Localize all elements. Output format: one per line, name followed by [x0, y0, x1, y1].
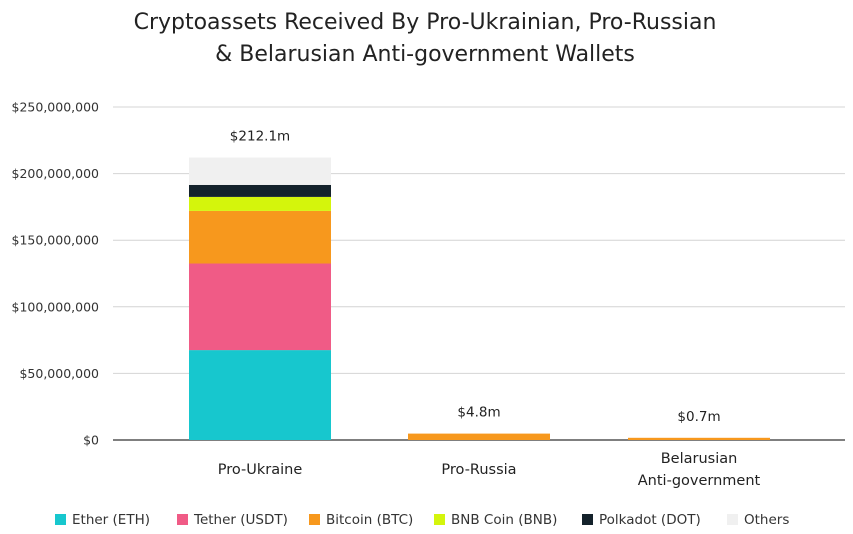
bar-segment — [189, 184, 331, 197]
y-axis-tick-labels: $0 $50,000,000 $100,000,000 $150,000,000 $20… — [12, 100, 100, 448]
x-category-label: Belarusian — [661, 451, 738, 467]
bar-segment — [628, 437, 770, 440]
legend-swatch — [309, 514, 320, 525]
chart-title: Cryptoassets Received By Pro-Ukrainian, … — [134, 10, 717, 67]
bar-total-label: $4.8m — [457, 405, 500, 421]
bar-segment — [189, 157, 331, 185]
legend: Ether (ETH) Tether (USDT) Bitcoin (BTC) BNB… — [55, 512, 789, 528]
chart-title-line-2: & Belarusian Anti-government Wallets — [215, 42, 635, 67]
bar-total-labels: $212.1m $4.8m $0.7m — [230, 128, 721, 424]
x-category-label: Pro-Russia — [441, 462, 516, 478]
y-tick-label: $50,000,000 — [19, 366, 99, 381]
legend-label: Others — [744, 512, 789, 528]
y-tick-label: $0 — [83, 433, 99, 448]
x-category-label: Anti-government — [638, 473, 761, 489]
bar-segment — [189, 350, 331, 440]
legend-label: Polkadot (DOT) — [599, 512, 701, 528]
x-category-label: Pro-Ukraine — [218, 462, 303, 478]
x-axis-category-labels: Pro-Ukraine Pro-Russia Belarusian Anti-gove… — [218, 451, 761, 489]
legend-label: BNB Coin (BNB) — [451, 512, 557, 528]
legend-swatch — [727, 514, 738, 525]
legend-swatch — [55, 514, 66, 525]
y-tick-label: $100,000,000 — [12, 299, 100, 314]
bar-segment — [189, 196, 331, 211]
bar-segment — [189, 210, 331, 264]
bars — [189, 157, 770, 440]
legend-swatch — [177, 514, 188, 525]
legend-label: Bitcoin (BTC) — [326, 512, 413, 528]
bar-total-label: $212.1m — [230, 128, 290, 144]
y-tick-label: $200,000,000 — [12, 166, 100, 181]
bar-total-label: $0.7m — [677, 409, 720, 425]
legend-swatch — [582, 514, 593, 525]
legend-label: Tether (USDT) — [193, 512, 288, 528]
chart-title-line-1: Cryptoassets Received By Pro-Ukrainian, … — [134, 10, 717, 35]
legend-label: Ether (ETH) — [72, 512, 150, 528]
y-tick-label: $250,000,000 — [12, 100, 100, 115]
bar-segment — [408, 433, 550, 440]
bar-segment — [189, 263, 331, 351]
legend-swatch — [434, 514, 445, 525]
y-tick-label: $150,000,000 — [12, 233, 100, 248]
